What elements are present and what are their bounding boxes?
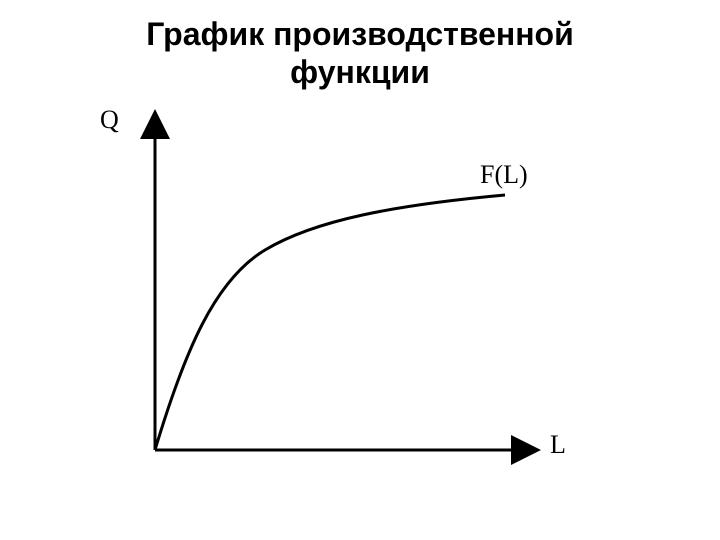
x-axis-label: L xyxy=(550,430,566,460)
title-line-1: График производственной xyxy=(146,16,574,52)
curve-label: F(L) xyxy=(480,160,528,190)
production-function-chart: Q L F(L) xyxy=(135,100,585,480)
production-curve xyxy=(155,195,505,450)
chart-svg xyxy=(135,100,585,480)
y-axis-label: Q xyxy=(100,105,119,135)
chart-title: График производственной функции xyxy=(0,0,720,92)
title-line-2: функции xyxy=(290,54,430,90)
